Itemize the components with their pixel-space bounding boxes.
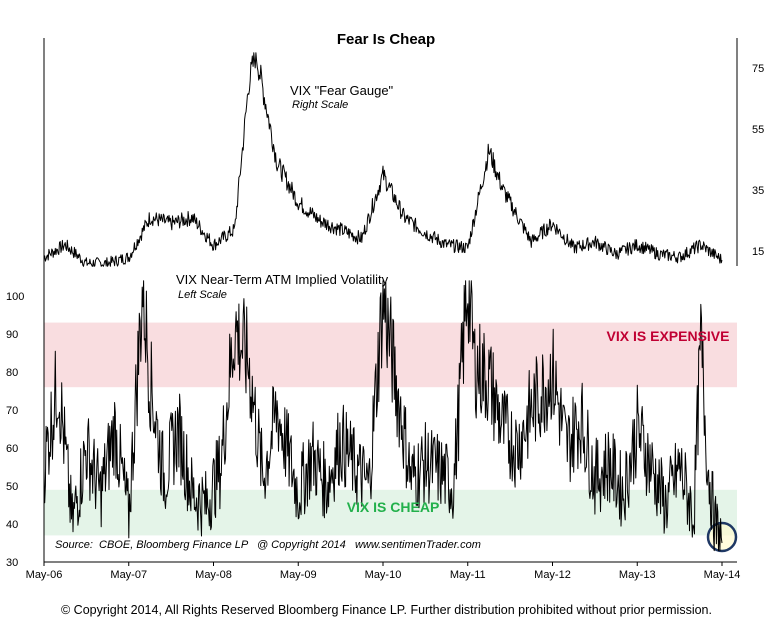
right-tick-label: 75 [752, 63, 764, 75]
series-line [43, 52, 723, 267]
x-tick-label: May-13 [619, 569, 656, 581]
left-tick-label: 40 [6, 519, 18, 531]
copyright-footer: © Copyright 2014, All Rights Reserved Bl… [61, 603, 712, 617]
expensive-band [44, 322, 737, 388]
series-line [43, 280, 723, 552]
x-tick-label: May-10 [365, 569, 402, 581]
x-tick-label: May-12 [534, 569, 571, 581]
vix-series-label: VIX "Fear Gauge" [290, 83, 394, 98]
left-tick-label: 50 [6, 481, 18, 493]
chart-title: Fear Is Cheap [337, 31, 435, 48]
left-tick-label: 100 [6, 291, 24, 303]
right-tick-label: 15 [752, 246, 764, 258]
atm-series-subtitle: Left Scale [178, 289, 227, 301]
highlight-circle [706, 521, 738, 553]
left-axis-ticks: 30 40 50 60 70 80 90 100 [6, 291, 24, 569]
left-tick-label: 70 [6, 405, 18, 417]
right-axis-ticks: 15 35 55 75 [752, 63, 764, 258]
left-tick-label: 90 [6, 329, 18, 341]
left-tick-label: 80 [6, 367, 18, 379]
source-note: Source: CBOE, Bloomberg Finance LP @ Cop… [55, 539, 481, 551]
x-tick-label: May-07 [110, 569, 147, 581]
right-tick-label: 35 [752, 185, 764, 197]
x-tick-label: May-09 [280, 569, 317, 581]
vix-series [43, 52, 723, 267]
x-tick-label: May-11 [450, 569, 486, 581]
x-tick-label: May-08 [195, 569, 232, 581]
x-tick-label: May-14 [704, 569, 741, 581]
atm-vol-series [43, 280, 723, 552]
left-tick-label: 30 [6, 557, 18, 569]
left-tick-label: 60 [6, 443, 18, 455]
x-axis-ticks: May-06 May-07 May-08 May-09 May-10 May-11 May-… [26, 562, 741, 581]
x-tick-label: May-06 [26, 569, 63, 581]
expensive-band-label: VIX IS EXPENSIVE [607, 328, 730, 344]
right-tick-label: 55 [752, 124, 764, 136]
cheap-band-label: VIX IS CHEAP [347, 499, 440, 515]
atm-series-label: VIX Near-Term ATM Implied Volatility [176, 272, 389, 287]
vix-series-subtitle: Right Scale [292, 99, 348, 111]
